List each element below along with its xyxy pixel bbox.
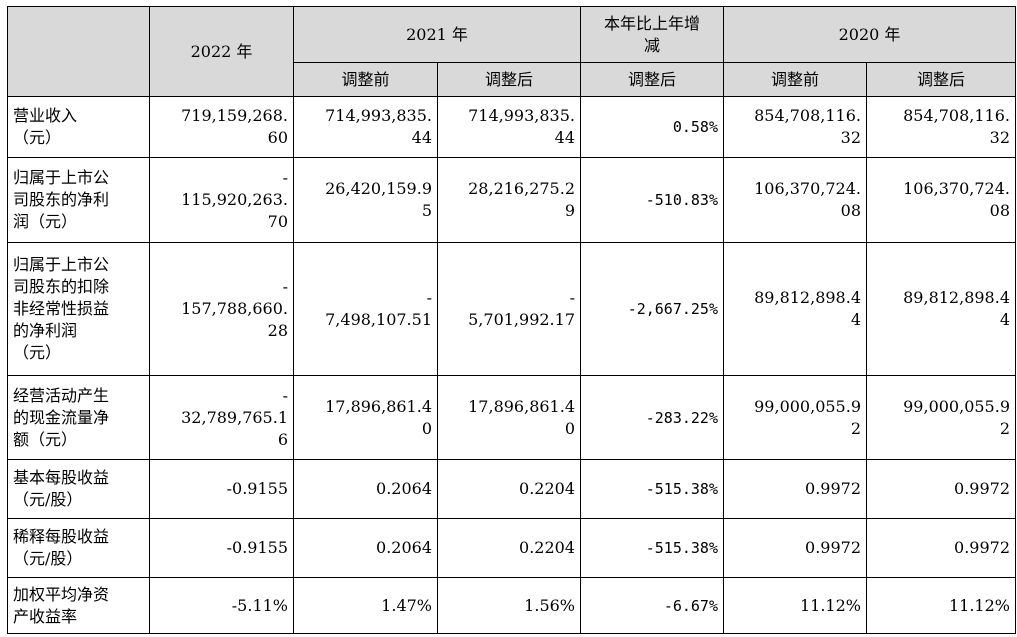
- cell-change: -2,667.25%: [580, 242, 724, 376]
- cell-2021-after: 28,216,275.2 9: [437, 157, 581, 243]
- cell-2020-before: 0.9972: [723, 518, 867, 578]
- cell-2021-after: 1.56%: [437, 577, 581, 634]
- cell-2020-before: 11.12%: [723, 577, 867, 634]
- table-row: 归属于上市公 司股东的扣除 非经常性损益 的净利润 （元） - 157,788,…: [7, 242, 1016, 376]
- table-row: 营业收入 （元） 719,159,268. 60 714,993,835. 44…: [7, 96, 1016, 158]
- cell-2020-after: 89,812,898.4 4: [866, 242, 1016, 376]
- cell-2021-before: - 7,498,107.51: [293, 242, 438, 376]
- header-year-2021: 2021 年: [293, 6, 581, 63]
- row-label: 经营活动产生 的现金流量净 额（元）: [7, 375, 150, 460]
- cell-2022: - 157,788,660. 28: [149, 242, 294, 376]
- cell-change: -515.38%: [580, 459, 724, 519]
- header-row-years: 2022 年 2021 年 本年比上年增 减 2020 年: [7, 6, 1016, 97]
- cell-2020-before: 854,708,116. 32: [723, 96, 867, 158]
- cell-2020-after: 106,370,724. 08: [866, 157, 1016, 243]
- table-row: 归属于上市公 司股东的净利 润（元） - 115,920,263. 70 26,…: [7, 157, 1016, 243]
- header-2021-before: 调整前: [293, 62, 438, 97]
- cell-2022: -0.9155: [149, 518, 294, 578]
- header-year-2022: 2022 年: [149, 6, 294, 97]
- cell-2021-after: 17,896,861.4 0: [437, 375, 581, 460]
- cell-2022: -5.11%: [149, 577, 294, 634]
- row-label: 稀释每股收益 （元/股）: [7, 518, 150, 578]
- cell-2022: -0.9155: [149, 459, 294, 519]
- table-row: 基本每股收益 （元/股） -0.9155 0.2064 0.2204 -515.…: [7, 459, 1016, 519]
- header-2021-after: 调整后: [437, 62, 581, 97]
- cell-2020-after: 11.12%: [866, 577, 1016, 634]
- cell-2022: 719,159,268. 60: [149, 96, 294, 158]
- cell-2020-after: 854,708,116. 32: [866, 96, 1016, 158]
- row-label: 归属于上市公 司股东的净利 润（元）: [7, 157, 150, 243]
- header-corner-cell: [7, 6, 150, 97]
- cell-change: -510.83%: [580, 157, 724, 243]
- cell-2021-before: 1.47%: [293, 577, 438, 634]
- cell-2021-after: 714,993,835. 44: [437, 96, 581, 158]
- cell-2021-after: - 5,701,992.17: [437, 242, 581, 376]
- row-label: 基本每股收益 （元/股）: [7, 459, 150, 519]
- header-2020-after: 调整后: [866, 62, 1016, 97]
- cell-2021-before: 17,896,861.4 0: [293, 375, 438, 460]
- header-change-after: 调整后: [580, 62, 724, 97]
- cell-2021-before: 0.2064: [293, 518, 438, 578]
- row-label: 归属于上市公 司股东的扣除 非经常性损益 的净利润 （元）: [7, 242, 150, 376]
- cell-2021-before: 714,993,835. 44: [293, 96, 438, 158]
- financial-data-table: 2022 年 2021 年 本年比上年增 减 2020 年 调整前 调整后 调整…: [7, 6, 1016, 634]
- table-row: 经营活动产生 的现金流量净 额（元） - 32,789,765.1 6 17,8…: [7, 375, 1016, 460]
- cell-2021-before: 26,420,159.9 5: [293, 157, 438, 243]
- cell-2020-before: 99,000,055.9 2: [723, 375, 867, 460]
- cell-2021-before: 0.2064: [293, 459, 438, 519]
- cell-change: -6.67%: [580, 577, 724, 634]
- cell-2021-after: 0.2204: [437, 518, 581, 578]
- header-2020-before: 调整前: [723, 62, 867, 97]
- cell-change: 0.58%: [580, 96, 724, 158]
- cell-2020-before: 0.9972: [723, 459, 867, 519]
- header-year-2020: 2020 年: [723, 6, 1016, 63]
- row-label: 营业收入 （元）: [7, 96, 150, 158]
- table-row: 加权平均净资 产收益率 -5.11% 1.47% 1.56% -6.67% 11…: [7, 577, 1016, 634]
- cell-2021-after: 0.2204: [437, 459, 581, 519]
- cell-change: -283.22%: [580, 375, 724, 460]
- table-row: 稀释每股收益 （元/股） -0.9155 0.2064 0.2204 -515.…: [7, 518, 1016, 578]
- cell-2022: - 115,920,263. 70: [149, 157, 294, 243]
- cell-2020-before: 106,370,724. 08: [723, 157, 867, 243]
- cell-2020-before: 89,812,898.4 4: [723, 242, 867, 376]
- cell-2020-after: 0.9972: [866, 459, 1016, 519]
- row-label: 加权平均净资 产收益率: [7, 577, 150, 634]
- cell-2022: - 32,789,765.1 6: [149, 375, 294, 460]
- header-change: 本年比上年增 减: [580, 6, 724, 63]
- cell-2020-after: 99,000,055.9 2: [866, 375, 1016, 460]
- cell-2020-after: 0.9972: [866, 518, 1016, 578]
- cell-change: -515.38%: [580, 518, 724, 578]
- header-row-adjustment: 调整前 调整后 调整后 调整前 调整后: [8, 62, 1016, 97]
